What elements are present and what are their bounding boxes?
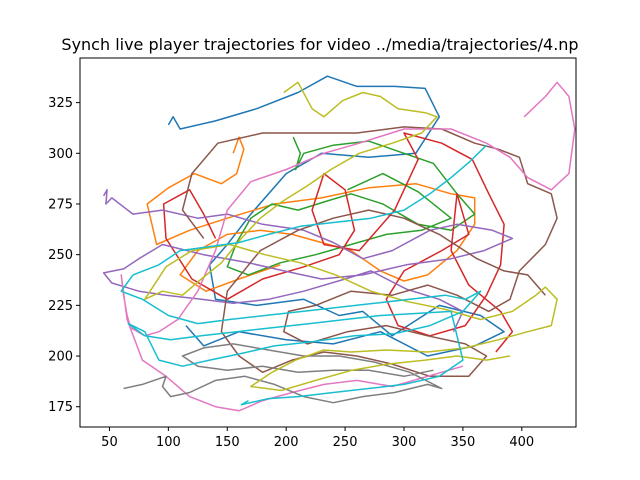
y-tick-label: 175 — [48, 400, 73, 415]
x-tick-label: 400 — [509, 435, 534, 450]
trajectory-series-7 — [123, 343, 443, 404]
x-tick-label: 100 — [156, 435, 181, 450]
x-tick-label: 250 — [333, 435, 358, 450]
y-tick-label: 250 — [48, 248, 73, 263]
trajectory-series-3 — [162, 132, 514, 353]
trajectory-series-8 — [144, 81, 558, 392]
x-tick-label: 50 — [101, 435, 118, 450]
y-tick-label: 325 — [48, 96, 73, 111]
x-tick-label: 350 — [450, 435, 475, 450]
trajectory-series-6 — [120, 81, 576, 412]
trajectory-series-4 — [102, 189, 514, 333]
series-layer — [102, 75, 576, 412]
trajectory-series-0 — [167, 75, 505, 357]
y-tick-label: 275 — [48, 197, 73, 212]
trajectory-series-1 — [146, 136, 476, 292]
x-axis: 50 100 150 200 250 300 350 400 — [101, 427, 534, 450]
y-tick-label: 225 — [48, 299, 73, 314]
y-tick-label: 300 — [48, 147, 73, 162]
x-tick-label: 300 — [392, 435, 417, 450]
trajectory-series-9 — [120, 144, 488, 406]
x-tick-label: 200 — [274, 435, 299, 450]
chart-title: Synch live player trajectories for video… — [61, 35, 578, 54]
plot-frame — [79, 57, 577, 428]
y-tick-label: 200 — [48, 350, 73, 365]
y-axis: 175 200 225 250 275 300 325 — [48, 96, 80, 415]
trajectory-series-5 — [181, 126, 558, 378]
x-tick-label: 150 — [215, 435, 240, 450]
